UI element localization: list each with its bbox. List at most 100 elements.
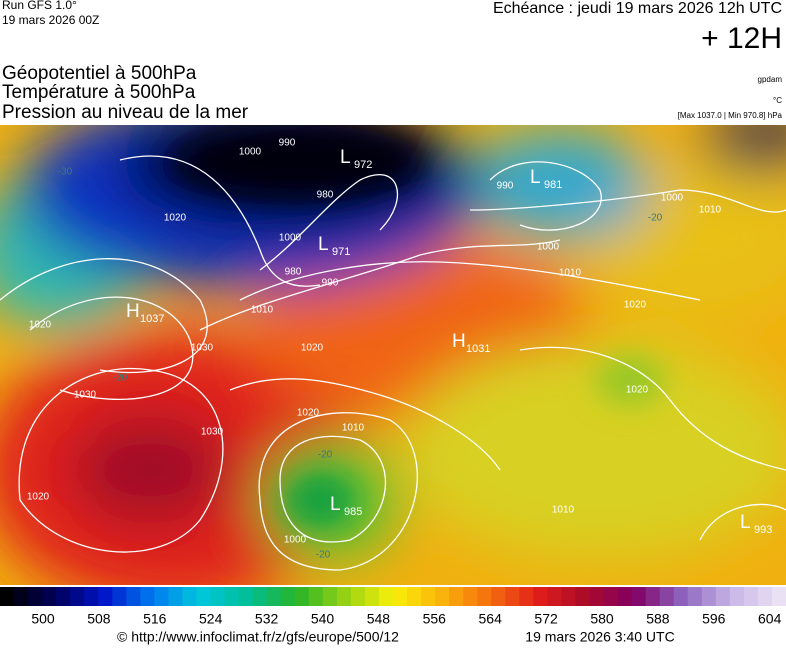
isobar-label: 1000 xyxy=(284,535,307,546)
isobar-label: 1020 xyxy=(164,213,187,224)
scale-label: 588 xyxy=(646,611,670,627)
scale-label: 524 xyxy=(199,611,223,627)
scale-swatch xyxy=(350,587,366,606)
scale-label: 516 xyxy=(143,611,167,627)
scale-swatch xyxy=(743,587,759,606)
center-letter: H xyxy=(126,301,140,322)
center-letter: L xyxy=(530,167,541,188)
temperature-detail xyxy=(180,125,665,528)
scale-swatch xyxy=(168,587,183,606)
title: Température à 500hPa xyxy=(2,82,196,103)
isobar-label: 1000 xyxy=(661,193,684,204)
center-value: 1031 xyxy=(466,343,490,355)
isobars xyxy=(0,155,786,571)
isobar-label: 1000 xyxy=(537,242,560,253)
title: Pression au niveau de la mer xyxy=(2,102,249,123)
title: Géopotentiel à 500hPa xyxy=(2,63,197,84)
scale-swatch xyxy=(56,587,71,606)
scale-swatch xyxy=(252,587,268,606)
center-value: 1037 xyxy=(140,313,164,325)
isobar-label: 1010 xyxy=(342,423,365,434)
scale-swatch xyxy=(645,587,661,606)
isobar-label: 1020 xyxy=(27,492,50,503)
scale-swatch xyxy=(238,587,254,606)
scale-swatch xyxy=(0,587,15,606)
scale-swatch xyxy=(771,587,786,606)
center-value: 985 xyxy=(344,506,362,518)
center-value: 971 xyxy=(332,246,350,258)
scale-swatch xyxy=(42,587,57,606)
color-scale: 500 508 516 524 532 540 548 556 564 572 580 588 596 6… xyxy=(0,587,786,627)
scale-swatch xyxy=(154,587,169,606)
temperature-label: -20 xyxy=(316,550,331,561)
scale-swatch xyxy=(210,587,226,606)
scale-label: 572 xyxy=(534,611,558,627)
scale-label: 508 xyxy=(87,611,111,627)
center-value: 972 xyxy=(354,159,372,171)
unit: gpdam xyxy=(758,75,783,84)
scale-swatch xyxy=(729,587,745,606)
scale-swatch xyxy=(224,587,240,606)
center-letter: L xyxy=(330,494,341,515)
scale-label: 548 xyxy=(367,611,391,627)
scale-swatch xyxy=(463,587,478,606)
scale-label: 532 xyxy=(255,611,279,627)
scale-label: 540 xyxy=(311,611,335,627)
scale-swatch xyxy=(673,587,689,606)
scale-swatch xyxy=(477,587,492,606)
isobar-label: 1010 xyxy=(251,305,274,316)
scale-swatch xyxy=(98,587,113,606)
scale-swatch xyxy=(631,587,647,606)
scale-label: 500 xyxy=(31,611,55,627)
scale-swatch xyxy=(336,587,352,606)
scale-swatch xyxy=(84,587,99,606)
scale-swatch xyxy=(491,587,506,606)
scale-swatch xyxy=(196,587,212,606)
isobar-label: 980 xyxy=(317,190,334,201)
footer-url: © http://www.infoclimat.fr/z/gfs/europe/… xyxy=(117,629,399,645)
run-label: Run GFS 1.0° xyxy=(2,0,77,12)
isobar-label: 1030 xyxy=(74,390,97,401)
isobar-label: 990 xyxy=(322,278,339,289)
scale-swatch xyxy=(308,587,324,606)
unit: °C xyxy=(773,96,782,105)
isobar-label: 1020 xyxy=(297,408,320,419)
scale-swatch xyxy=(757,587,773,606)
isobar-label: 990 xyxy=(497,181,514,192)
scale-swatch xyxy=(659,587,675,606)
isobar-label: 1000 xyxy=(239,147,262,158)
isobar-label: 1020 xyxy=(29,320,52,331)
scale-swatch xyxy=(561,587,576,606)
isobar-label: 1020 xyxy=(624,300,647,311)
scale-swatch xyxy=(140,587,155,606)
scale-swatch xyxy=(378,587,394,606)
center-letter: H xyxy=(452,331,466,352)
isobar-label: 1030 xyxy=(201,427,224,438)
scale-swatch xyxy=(575,587,590,606)
scale-label: 556 xyxy=(423,611,447,627)
scale-swatch xyxy=(266,587,282,606)
scale-swatch xyxy=(449,587,464,606)
scale-swatch xyxy=(112,587,127,606)
scale-swatch xyxy=(28,587,43,606)
scale-label: 564 xyxy=(479,611,503,627)
temperature-label: -20 xyxy=(648,213,663,224)
scale-swatch xyxy=(393,587,408,606)
scale-swatch xyxy=(505,587,520,606)
isobar-label: 990 xyxy=(279,138,296,149)
center-letter: L xyxy=(740,512,751,533)
isobar-label: 1000 xyxy=(279,233,302,244)
unit: [Max 1037.0 | Min 970.8] hPa xyxy=(678,111,783,120)
center-value: 993 xyxy=(754,524,772,536)
isobar-label: 1010 xyxy=(699,205,722,216)
scale-swatch xyxy=(407,587,422,606)
temperature-field xyxy=(0,125,786,585)
isobar-label: 1030 xyxy=(191,343,214,354)
scale-swatch xyxy=(280,587,296,606)
isobar-label: 1020 xyxy=(301,343,324,354)
scale-swatch xyxy=(687,587,703,606)
